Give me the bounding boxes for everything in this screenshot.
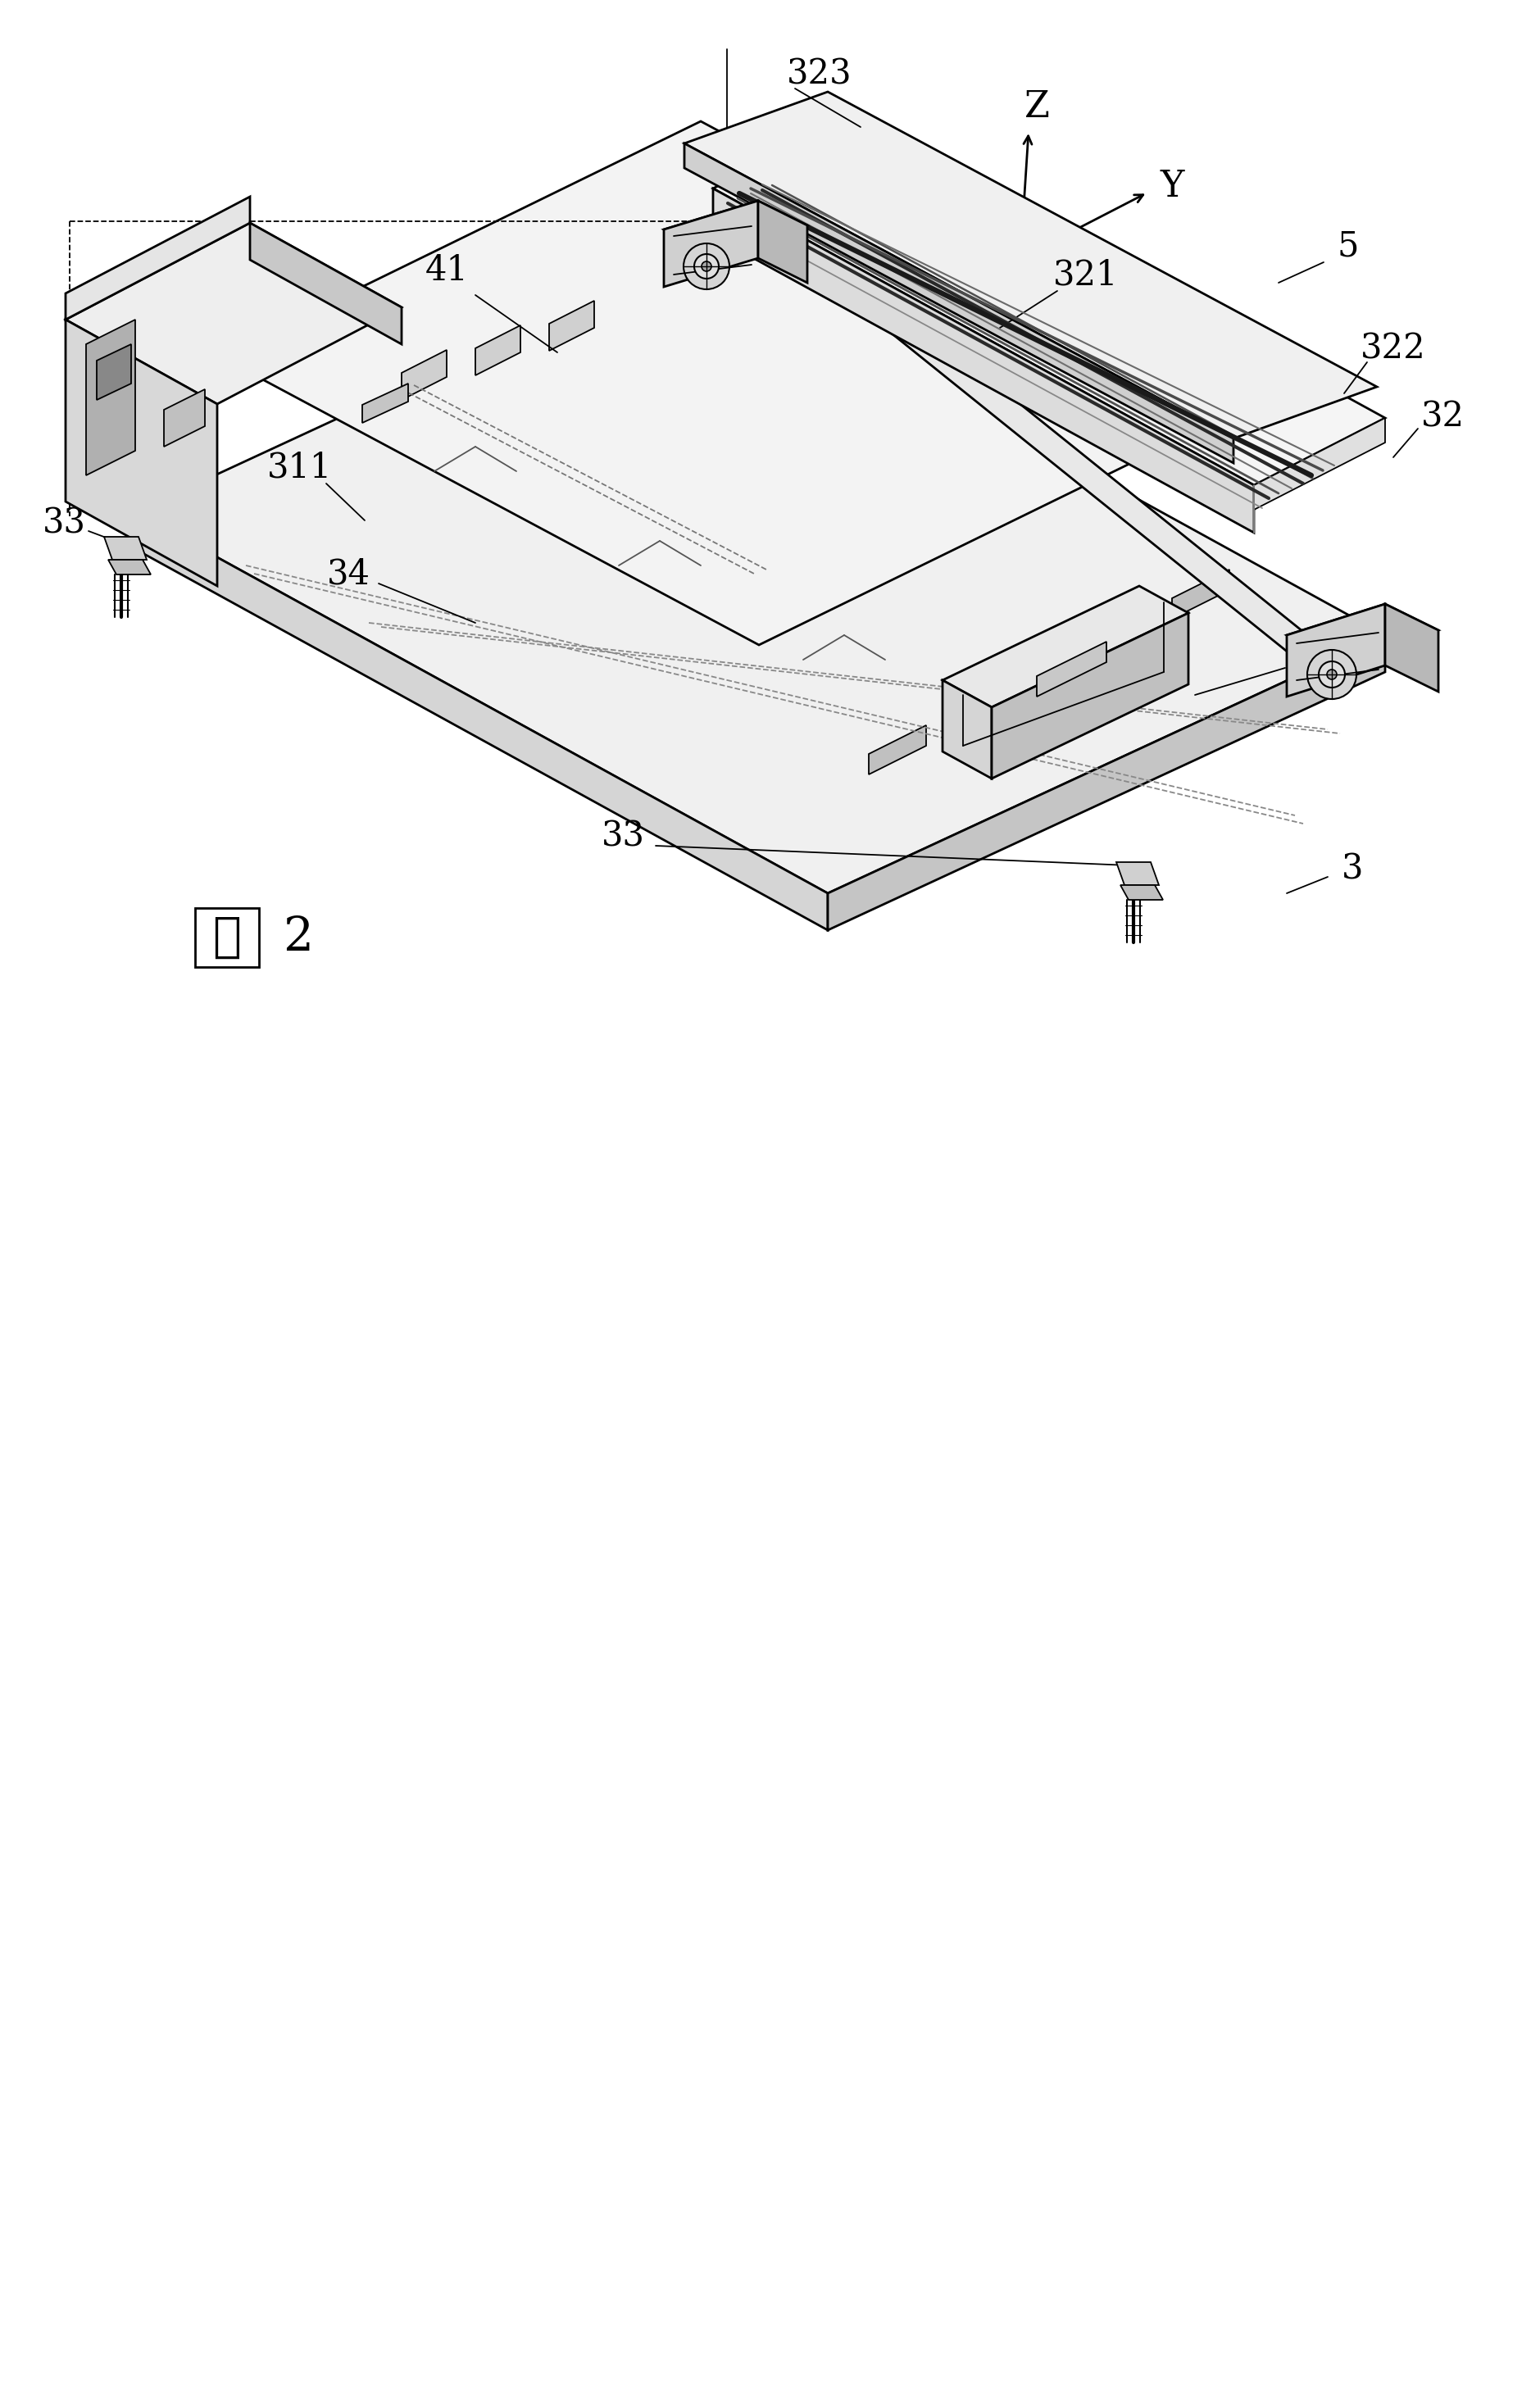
Polygon shape bbox=[1287, 603, 1384, 697]
Polygon shape bbox=[220, 120, 1240, 646]
Polygon shape bbox=[804, 231, 1340, 694]
Circle shape bbox=[1327, 670, 1337, 680]
Circle shape bbox=[1307, 651, 1357, 699]
Polygon shape bbox=[66, 197, 249, 319]
Polygon shape bbox=[476, 324, 521, 375]
Polygon shape bbox=[249, 223, 402, 343]
Polygon shape bbox=[105, 536, 146, 560]
Polygon shape bbox=[136, 512, 829, 930]
Text: 5: 5 bbox=[1337, 228, 1360, 264]
Text: 311: 311 bbox=[266, 449, 331, 485]
Text: Y: Y bbox=[1160, 168, 1184, 204]
Text: 323: 323 bbox=[787, 58, 852, 91]
Text: 31: 31 bbox=[100, 276, 143, 310]
Circle shape bbox=[684, 243, 730, 288]
Polygon shape bbox=[942, 680, 992, 778]
Polygon shape bbox=[550, 300, 594, 351]
Text: 3: 3 bbox=[1341, 850, 1363, 886]
Polygon shape bbox=[1036, 641, 1106, 697]
Circle shape bbox=[695, 255, 719, 279]
Polygon shape bbox=[942, 586, 1189, 706]
Polygon shape bbox=[684, 144, 1234, 464]
Circle shape bbox=[1318, 661, 1344, 687]
Text: 321: 321 bbox=[1053, 257, 1118, 291]
Bar bbox=[196, 908, 259, 968]
Polygon shape bbox=[829, 634, 1384, 930]
Polygon shape bbox=[1287, 603, 1438, 661]
Text: 34: 34 bbox=[326, 557, 370, 591]
Polygon shape bbox=[869, 725, 926, 773]
Text: 2: 2 bbox=[283, 915, 314, 961]
Polygon shape bbox=[758, 202, 807, 283]
Polygon shape bbox=[163, 389, 205, 447]
Polygon shape bbox=[1121, 884, 1163, 901]
Polygon shape bbox=[66, 223, 402, 404]
Text: 322: 322 bbox=[1361, 331, 1426, 365]
Polygon shape bbox=[1021, 649, 1078, 697]
Polygon shape bbox=[664, 202, 758, 286]
Text: 4: 4 bbox=[1298, 639, 1321, 673]
Polygon shape bbox=[1116, 862, 1160, 884]
Polygon shape bbox=[1254, 418, 1384, 509]
Polygon shape bbox=[992, 613, 1189, 778]
Text: Z: Z bbox=[1024, 89, 1049, 125]
Text: 33: 33 bbox=[42, 507, 86, 540]
Polygon shape bbox=[1172, 569, 1229, 620]
Polygon shape bbox=[1384, 603, 1438, 692]
Polygon shape bbox=[136, 255, 1384, 894]
Polygon shape bbox=[66, 319, 217, 586]
Text: 41: 41 bbox=[425, 252, 468, 288]
Text: 32: 32 bbox=[1421, 399, 1465, 432]
Polygon shape bbox=[86, 319, 136, 476]
Text: 33: 33 bbox=[601, 819, 645, 853]
Text: 图: 图 bbox=[213, 915, 242, 961]
Polygon shape bbox=[97, 343, 131, 399]
Polygon shape bbox=[362, 384, 408, 423]
Polygon shape bbox=[713, 120, 1384, 485]
Circle shape bbox=[702, 262, 711, 271]
Polygon shape bbox=[664, 202, 807, 255]
Text: X: X bbox=[1112, 346, 1138, 382]
Polygon shape bbox=[402, 351, 447, 399]
Polygon shape bbox=[108, 560, 151, 574]
Polygon shape bbox=[684, 91, 1377, 440]
Polygon shape bbox=[713, 187, 1254, 533]
